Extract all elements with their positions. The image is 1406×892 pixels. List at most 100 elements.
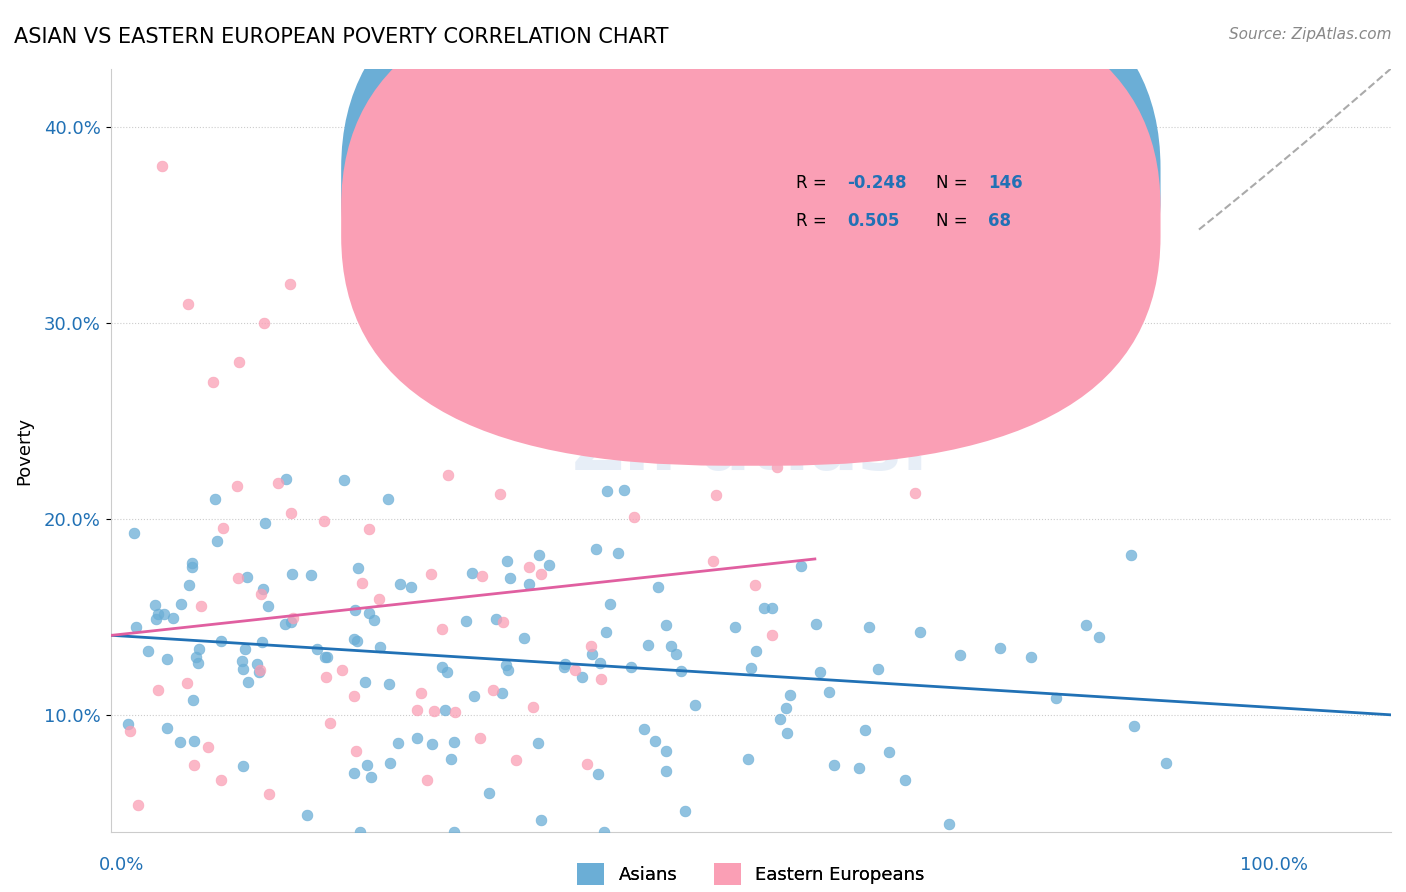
Point <box>169 735 191 749</box>
Point <box>205 533 228 548</box>
Point <box>368 640 391 654</box>
Point <box>179 577 201 591</box>
Point <box>314 650 336 665</box>
Point <box>283 611 305 625</box>
Point <box>768 712 790 726</box>
Point <box>588 767 610 781</box>
Point <box>156 652 179 666</box>
Point <box>647 580 669 594</box>
Point <box>752 600 775 615</box>
Point <box>775 701 797 715</box>
Point <box>153 607 176 621</box>
Point <box>440 752 463 766</box>
Point <box>319 716 342 731</box>
Point <box>344 744 367 758</box>
Point <box>354 674 377 689</box>
Point <box>589 657 612 671</box>
Point <box>349 825 371 839</box>
Point <box>633 722 655 736</box>
Point <box>181 693 204 707</box>
Point <box>766 460 789 475</box>
Point <box>253 316 276 330</box>
Point <box>226 571 249 585</box>
Point <box>564 663 586 677</box>
Point <box>160 845 183 859</box>
Point <box>527 548 550 562</box>
Point <box>186 650 208 665</box>
Point <box>312 514 335 528</box>
Point <box>127 797 149 812</box>
Point <box>236 675 259 690</box>
Point <box>706 488 728 502</box>
Point <box>613 483 636 497</box>
Point <box>315 670 337 684</box>
Point <box>436 665 458 679</box>
Point <box>471 569 494 583</box>
Point <box>492 615 515 629</box>
Text: 0.505: 0.505 <box>846 212 900 230</box>
Point <box>280 615 302 630</box>
Point <box>363 845 385 859</box>
Point <box>423 704 446 718</box>
Point <box>740 661 762 675</box>
Point <box>162 611 184 625</box>
Point <box>858 620 880 634</box>
Point <box>443 735 465 749</box>
Text: 0.0%: 0.0% <box>98 856 143 874</box>
Point <box>352 575 374 590</box>
Point <box>209 633 232 648</box>
Point <box>259 788 281 802</box>
Point <box>378 677 401 691</box>
Point <box>430 659 453 673</box>
Text: R =: R = <box>796 174 832 192</box>
Point <box>209 773 232 788</box>
Point <box>1154 756 1177 770</box>
Point <box>517 560 540 574</box>
Point <box>360 770 382 784</box>
Point <box>463 689 485 703</box>
Point <box>673 805 696 819</box>
Point <box>775 725 797 739</box>
Text: -0.248: -0.248 <box>846 174 907 192</box>
Point <box>233 642 256 657</box>
Point <box>197 740 219 755</box>
Point <box>232 758 254 772</box>
Point <box>724 620 747 634</box>
Point <box>267 476 290 491</box>
Point <box>553 659 575 673</box>
Point <box>537 558 560 572</box>
FancyBboxPatch shape <box>342 0 1160 466</box>
Point <box>405 731 427 746</box>
Point <box>278 277 301 291</box>
Point <box>599 597 621 611</box>
Point <box>879 745 901 759</box>
Text: N =: N = <box>936 174 973 192</box>
Point <box>1122 719 1144 733</box>
FancyBboxPatch shape <box>342 0 1160 427</box>
Point <box>368 591 391 606</box>
Point <box>654 617 676 632</box>
Point <box>388 576 411 591</box>
Point <box>790 558 813 573</box>
Point <box>593 825 616 839</box>
Point <box>156 721 179 735</box>
Point <box>343 632 366 647</box>
Point <box>183 758 205 772</box>
Point <box>343 602 366 616</box>
Point <box>118 723 141 738</box>
Point <box>808 665 831 680</box>
Point <box>530 814 553 828</box>
Point <box>522 700 544 714</box>
Point <box>356 757 378 772</box>
Point <box>406 703 429 717</box>
Point <box>245 657 267 672</box>
Point <box>409 686 432 700</box>
Point <box>848 761 870 775</box>
Point <box>1019 649 1042 664</box>
Point <box>693 448 716 462</box>
Point <box>280 567 302 582</box>
Point <box>416 772 439 787</box>
Point <box>273 617 295 632</box>
Point <box>607 546 630 560</box>
Point <box>143 599 166 613</box>
